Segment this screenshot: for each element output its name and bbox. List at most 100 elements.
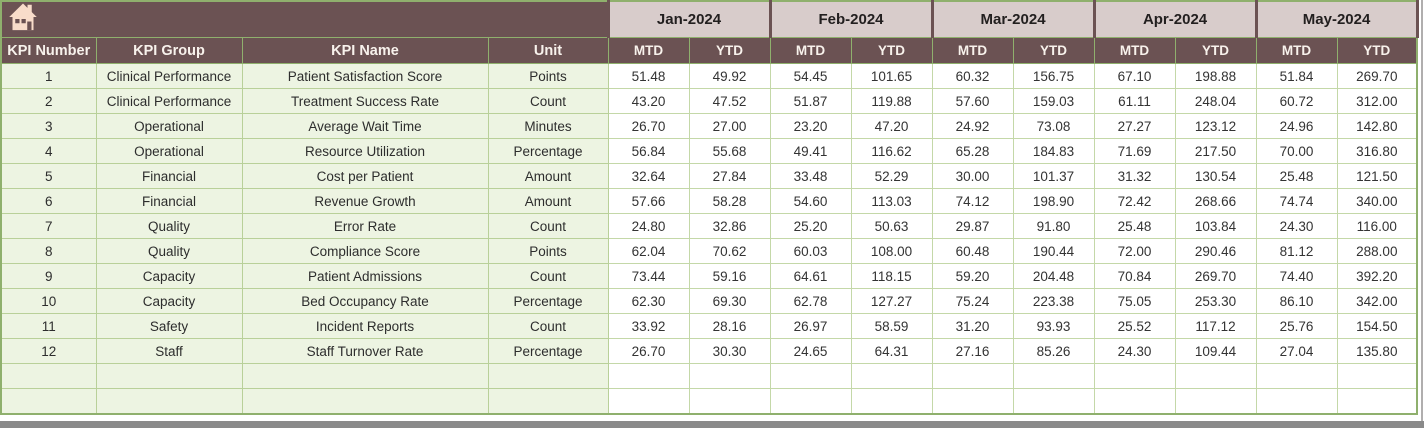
- kpi-value-cell[interactable]: 49.41: [769, 138, 852, 164]
- subheader-jan-2024-ytd[interactable]: YTD: [688, 37, 771, 64]
- kpi-value-cell[interactable]: 73.44: [607, 263, 690, 289]
- kpi-value-cell[interactable]: 75.24: [931, 288, 1014, 314]
- kpi-value-cell[interactable]: 113.03: [850, 188, 933, 214]
- kpi-value-cell[interactable]: 31.20: [931, 313, 1014, 339]
- kpi-name-cell[interactable]: Incident Reports: [241, 313, 489, 339]
- kpi-value-cell[interactable]: 29.87: [931, 213, 1014, 239]
- kpi-name-cell[interactable]: Error Rate: [241, 213, 489, 239]
- subheader-may-2024-ytd[interactable]: YTD: [1336, 37, 1418, 64]
- kpi-value-cell[interactable]: 25.48: [1093, 213, 1176, 239]
- kpi-value-cell[interactable]: 268.66: [1174, 188, 1257, 214]
- empty-value-cell[interactable]: [1174, 363, 1257, 389]
- empty-value-cell[interactable]: [1093, 388, 1176, 414]
- kpi-value-cell[interactable]: 118.15: [850, 263, 933, 289]
- kpi-value-cell[interactable]: 392.20: [1336, 263, 1418, 289]
- kpi-value-cell[interactable]: 85.26: [1012, 338, 1095, 364]
- kpi-value-cell[interactable]: 116.62: [850, 138, 933, 164]
- kpi-value-cell[interactable]: 108.00: [850, 238, 933, 264]
- kpi-value-cell[interactable]: 154.50: [1336, 313, 1418, 339]
- kpi-value-cell[interactable]: 70.62: [688, 238, 771, 264]
- kpi-value-cell[interactable]: 60.03: [769, 238, 852, 264]
- kpi-group-cell[interactable]: Quality: [95, 238, 243, 264]
- kpi-value-cell[interactable]: 101.37: [1012, 163, 1095, 189]
- subheader-feb-2024-mtd[interactable]: MTD: [769, 37, 852, 64]
- kpi-number-cell[interactable]: 11: [0, 313, 97, 339]
- kpi-unit-cell[interactable]: Count: [487, 263, 609, 289]
- kpi-group-cell[interactable]: Operational: [95, 113, 243, 139]
- empty-fixed-cell[interactable]: [241, 363, 489, 389]
- kpi-number-cell[interactable]: 1: [0, 63, 97, 89]
- kpi-name-cell[interactable]: Treatment Success Rate: [241, 88, 489, 114]
- kpi-value-cell[interactable]: 51.84: [1255, 63, 1338, 89]
- kpi-value-cell[interactable]: 26.70: [607, 338, 690, 364]
- empty-value-cell[interactable]: [769, 363, 852, 389]
- kpi-value-cell[interactable]: 342.00: [1336, 288, 1418, 314]
- month-header-feb-2024[interactable]: Feb-2024: [768, 0, 934, 38]
- kpi-value-cell[interactable]: 109.44: [1174, 338, 1257, 364]
- kpi-value-cell[interactable]: 70.84: [1093, 263, 1176, 289]
- kpi-group-cell[interactable]: Financial: [95, 163, 243, 189]
- kpi-value-cell[interactable]: 116.00: [1336, 213, 1418, 239]
- subheader-feb-2024-ytd[interactable]: YTD: [850, 37, 933, 64]
- kpi-value-cell[interactable]: 60.72: [1255, 88, 1338, 114]
- empty-value-cell[interactable]: [1255, 363, 1338, 389]
- kpi-number-cell[interactable]: 3: [0, 113, 97, 139]
- month-header-may-2024[interactable]: May-2024: [1254, 0, 1419, 38]
- kpi-value-cell[interactable]: 27.84: [688, 163, 771, 189]
- empty-value-cell[interactable]: [850, 363, 933, 389]
- kpi-number-cell[interactable]: 5: [0, 163, 97, 189]
- kpi-unit-cell[interactable]: Minutes: [487, 113, 609, 139]
- empty-value-cell[interactable]: [607, 363, 690, 389]
- kpi-value-cell[interactable]: 33.48: [769, 163, 852, 189]
- kpi-name-cell[interactable]: Average Wait Time: [241, 113, 489, 139]
- kpi-value-cell[interactable]: 25.76: [1255, 313, 1338, 339]
- kpi-value-cell[interactable]: 56.84: [607, 138, 690, 164]
- kpi-value-cell[interactable]: 290.46: [1174, 238, 1257, 264]
- empty-fixed-cell[interactable]: [241, 388, 489, 414]
- kpi-value-cell[interactable]: 142.80: [1336, 113, 1418, 139]
- home-icon[interactable]: [8, 2, 38, 32]
- kpi-name-cell[interactable]: Patient Satisfaction Score: [241, 63, 489, 89]
- kpi-value-cell[interactable]: 27.00: [688, 113, 771, 139]
- column-header-kpi-number[interactable]: KPI Number: [0, 37, 97, 64]
- kpi-value-cell[interactable]: 26.70: [607, 113, 690, 139]
- kpi-unit-cell[interactable]: Amount: [487, 188, 609, 214]
- kpi-unit-cell[interactable]: Points: [487, 63, 609, 89]
- subheader-apr-2024-mtd[interactable]: MTD: [1093, 37, 1176, 64]
- kpi-value-cell[interactable]: 74.12: [931, 188, 1014, 214]
- kpi-value-cell[interactable]: 32.86: [688, 213, 771, 239]
- empty-value-cell[interactable]: [607, 388, 690, 414]
- kpi-value-cell[interactable]: 253.30: [1174, 288, 1257, 314]
- column-header-kpi-name[interactable]: KPI Name: [241, 37, 489, 64]
- kpi-value-cell[interactable]: 184.83: [1012, 138, 1095, 164]
- kpi-value-cell[interactable]: 24.92: [931, 113, 1014, 139]
- empty-value-cell[interactable]: [769, 388, 852, 414]
- kpi-number-cell[interactable]: 6: [0, 188, 97, 214]
- kpi-number-cell[interactable]: 4: [0, 138, 97, 164]
- kpi-unit-cell[interactable]: Points: [487, 238, 609, 264]
- subheader-apr-2024-ytd[interactable]: YTD: [1174, 37, 1257, 64]
- month-header-apr-2024[interactable]: Apr-2024: [1092, 0, 1258, 38]
- kpi-value-cell[interactable]: 55.68: [688, 138, 771, 164]
- kpi-unit-cell[interactable]: Percentage: [487, 338, 609, 364]
- kpi-value-cell[interactable]: 54.45: [769, 63, 852, 89]
- column-header-kpi-group[interactable]: KPI Group: [95, 37, 243, 64]
- kpi-number-cell[interactable]: 12: [0, 338, 97, 364]
- kpi-value-cell[interactable]: 204.48: [1012, 263, 1095, 289]
- kpi-value-cell[interactable]: 30.00: [931, 163, 1014, 189]
- kpi-value-cell[interactable]: 71.69: [1093, 138, 1176, 164]
- kpi-value-cell[interactable]: 51.87: [769, 88, 852, 114]
- kpi-name-cell[interactable]: Bed Occupancy Rate: [241, 288, 489, 314]
- column-header-unit[interactable]: Unit: [487, 37, 609, 64]
- kpi-value-cell[interactable]: 49.92: [688, 63, 771, 89]
- empty-value-cell[interactable]: [850, 388, 933, 414]
- kpi-number-cell[interactable]: 7: [0, 213, 97, 239]
- empty-fixed-cell[interactable]: [487, 388, 609, 414]
- kpi-value-cell[interactable]: 121.50: [1336, 163, 1418, 189]
- kpi-value-cell[interactable]: 58.28: [688, 188, 771, 214]
- kpi-value-cell[interactable]: 24.65: [769, 338, 852, 364]
- kpi-name-cell[interactable]: Compliance Score: [241, 238, 489, 264]
- kpi-value-cell[interactable]: 62.04: [607, 238, 690, 264]
- kpi-value-cell[interactable]: 117.12: [1174, 313, 1257, 339]
- kpi-value-cell[interactable]: 217.50: [1174, 138, 1257, 164]
